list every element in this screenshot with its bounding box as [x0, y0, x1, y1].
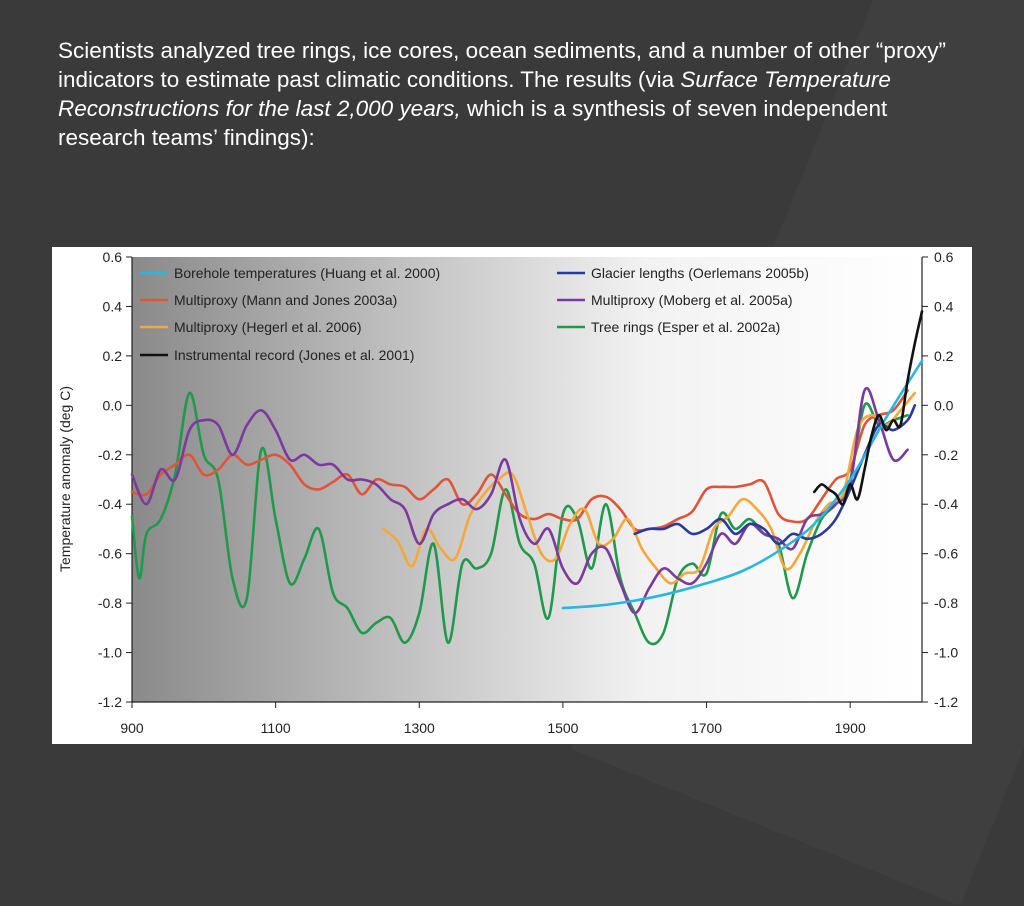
y-tick-label-right: 0.4: [934, 298, 954, 314]
y-tick-label-right: 0.6: [934, 249, 954, 265]
y-tick-label-right: -0.4: [934, 496, 958, 512]
legend-entry: Multiproxy (Mann and Jones 2003a): [174, 292, 397, 308]
legend-entry: Glacier lengths (Oerlemans 2005b): [591, 265, 809, 281]
y-tick-label-right: -0.8: [934, 595, 958, 611]
legend-entry: Borehole temperatures (Huang et al. 2000…: [174, 265, 440, 281]
legend-entry: Multiproxy (Hegerl et al. 2006): [174, 319, 362, 335]
series-line-5: [130, 386, 909, 615]
legend-entry: Instrumental record (Jones et al. 2001): [174, 347, 414, 363]
plot-area-background: [132, 257, 922, 702]
slide-text-part1: Scientists analyzed tree rings, ice core…: [58, 38, 946, 92]
legend: Borehole temperatures (Huang et al. 2000…: [140, 265, 809, 363]
y-tick-label-right: 0.2: [934, 348, 954, 364]
x-tick-label: 1500: [547, 720, 578, 736]
legend-entry: Tree rings (Esper et al. 2002a): [591, 319, 780, 335]
y-tick-label-left: -0.4: [98, 496, 122, 512]
x-tick-label: 1700: [691, 720, 722, 736]
y-tick-label-right: -1.0: [934, 645, 958, 661]
series-layer: [130, 310, 924, 646]
series-line-0: [561, 359, 924, 610]
y-tick-label-left: 0.2: [103, 348, 123, 364]
y-tick-label-left: -1.2: [98, 694, 122, 710]
y-tick-label-left: -0.6: [98, 546, 122, 562]
axes-layer: -1.2 -1.2 -1.0 -1.0 -0.8 -0.8 -0.6 -0.6 -0.4 -0.4…: [98, 249, 958, 736]
y-tick-label-right: -1.2: [934, 694, 958, 710]
x-tick-label: 1300: [404, 720, 435, 736]
x-tick-label: 900: [120, 720, 144, 736]
y-tick-label-left: 0.4: [103, 298, 123, 314]
temperature-chart: -1.2 -1.2 -1.0 -1.0 -0.8 -0.8 -0.6 -0.6 -0.4 -0.4…: [57, 249, 958, 736]
y-tick-label-left: -1.0: [98, 645, 122, 661]
series-line-3: [813, 310, 924, 506]
y-tick-label-right: -0.2: [934, 447, 958, 463]
y-tick-label-right: -0.6: [934, 546, 958, 562]
y-tick-label-left: -0.8: [98, 595, 122, 611]
chart-panel: -1.2 -1.2 -1.0 -1.0 -0.8 -0.8 -0.6 -0.6 -0.4 -0.4…: [52, 247, 972, 744]
y-tick-label-left: 0.0: [103, 397, 123, 413]
y-axis-label: Temperature anomaly (deg C): [57, 386, 73, 572]
x-tick-label: 1100: [261, 720, 291, 736]
series-line-1: [130, 389, 909, 532]
y-tick-label-right: 0.0: [934, 397, 954, 413]
slide-text-part2: which is a synthesis of seven independen…: [58, 96, 888, 150]
y-tick-label-left: 0.6: [103, 249, 123, 265]
slide-text-italic: Surface Temperature Reconstructions for …: [58, 67, 891, 121]
legend-entry: Multiproxy (Moberg et al. 2005a): [591, 292, 793, 308]
y-tick-label-left: -0.2: [98, 447, 122, 463]
series-line-2: [382, 391, 917, 585]
series-line-4: [633, 404, 917, 546]
x-tick-label: 1900: [835, 720, 866, 736]
slide-text: Scientists analyzed tree rings, ice core…: [58, 36, 978, 152]
